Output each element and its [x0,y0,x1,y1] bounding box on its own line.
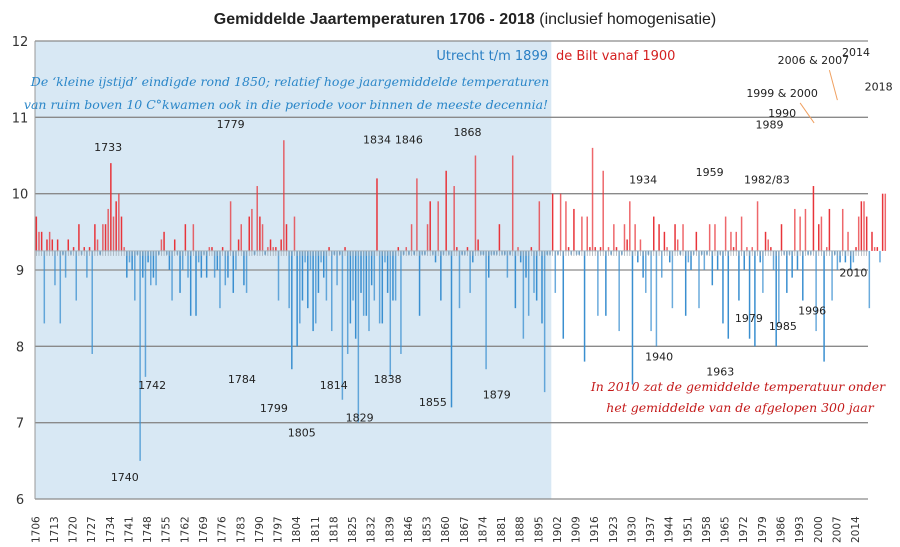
y-tick-label: 10 [12,188,29,203]
y-tick-label: 11 [12,111,29,126]
x-tick-label: 1832 [366,516,378,543]
y-tick-label: 6 [16,493,24,508]
x-tick-label: 1853 [422,516,434,543]
annotation-label: 2018 [865,80,893,93]
annotation-label: 1740 [111,471,139,484]
chart-title-text: Gemiddelde Jaartemperaturen 1706 - 2018 … [214,11,716,28]
x-tick-label: 1762 [179,516,191,543]
annotation-label: 1838 [374,373,402,386]
x-tick-label: 1979 [757,516,769,543]
annotation-label: 1982/83 [744,174,790,187]
annotation-label: 1934 [629,174,657,187]
chart-title-suffix: (inclusief homogenisatie) [539,11,716,28]
annotation-label: 1940 [645,350,673,363]
x-tick-label: 1937 [645,516,657,543]
annotation-label: 1879 [483,389,511,402]
x-tick-label: 1958 [701,516,713,543]
annotation-label: 1733 [94,141,122,154]
annotation-label: 1855 [419,396,447,409]
annotation-pointer-1999 [799,102,815,124]
x-tick-label: 1720 [68,516,80,543]
y-axis-tick-labels: 6 7 8 9 10 11 12 [12,35,29,508]
x-tick-label: 1811 [310,516,322,543]
x-tick-label: 1951 [682,516,694,543]
annotation-label: 1979 [735,312,763,325]
annotation-label: 2014 [842,46,870,59]
y-tick-label: 8 [16,340,24,355]
x-tick-label: 1909 [571,516,583,543]
baseline-tick-marks [35,250,868,256]
chart-title-main: Gemiddelde Jaartemperaturen 1706 - 2018 [214,11,535,28]
x-tick-label: 1818 [328,516,340,543]
x-tick-label: 1825 [347,516,359,543]
annotation-pointer-2007 [828,69,838,101]
annotation-label: 1805 [288,427,316,440]
source-utrecht-label: Utrecht t/m 1899 [436,49,548,64]
annotation-label: 1846 [395,134,423,147]
note-2010-line1: In 2010 zat de gemiddelde temperatuur on… [590,379,886,394]
x-tick-label: 1965 [720,516,732,543]
x-tick-label: 1776 [217,516,229,543]
annotation-label: 2010 [839,266,867,279]
y-tick-label: 7 [16,417,24,432]
annotation-label: 1990 [768,107,796,120]
x-tick-label: 1769 [198,516,210,543]
x-tick-label: 2000 [813,516,825,543]
annotation-label: 1799 [260,402,288,415]
x-tick-label: 1874 [477,516,489,543]
x-tick-label: 1706 [30,516,42,543]
x-tick-label: 1902 [552,516,564,543]
x-tick-label: 2007 [831,516,843,543]
x-tick-label: 1930 [626,516,638,543]
x-tick-label: 1713 [49,516,61,543]
x-tick-label: 1972 [738,516,750,543]
annotation-label: 1996 [798,305,826,318]
annotation-label: 1829 [346,411,374,424]
annotation-label: 2006 & 2007 [778,54,850,67]
annotation-label: 1868 [453,126,481,139]
x-tick-label: 1881 [496,516,508,543]
x-tick-label: 1755 [161,516,173,543]
y-tick-label: 9 [16,264,24,279]
annotation-label: 1814 [320,379,348,392]
x-tick-label: 1888 [515,516,527,543]
x-tick-label: 1993 [794,516,806,543]
annotation-label: 1834 [363,134,391,147]
x-tick-label: 1727 [86,516,98,543]
annotation-label: 1959 [696,166,724,179]
x-tick-label: 1797 [273,516,285,543]
x-tick-label: 1783 [235,516,247,543]
annotation-label: 1999 & 2000 [746,87,818,100]
x-tick-label: 1846 [403,516,415,543]
y-tick-label: 12 [12,35,29,50]
x-tick-label: 1860 [440,516,452,543]
annotation-label: 1963 [706,366,734,379]
note-2010-line2: het gemiddelde van de afgelopen 300 jaar [606,400,874,415]
x-tick-label: 1895 [533,516,545,543]
x-tick-label: 2014 [850,516,862,543]
chart-title: Gemiddelde Jaartemperaturen 1706 - 2018 … [214,11,716,28]
annotation-label: 1989 [755,119,783,132]
x-tick-label: 1923 [608,516,620,543]
x-tick-label: 1790 [254,516,266,543]
annotation-label: 1742 [138,379,166,392]
x-tick-label: 1804 [291,516,303,543]
annotation-label: 1985 [769,320,797,333]
x-tick-label: 1944 [664,516,676,543]
x-axis-tick-labels: 1706 1713 1720 1727 1734 1741 1748 1755 1762 1769… [30,516,862,543]
note-little-ice-age-line1: De ‘kleine ijstijd’ eindigde rond 1850; … [30,74,549,89]
source-debilt-label: de Bilt vanaf 1900 [556,49,675,64]
x-tick-label: 1916 [589,516,601,543]
x-tick-label: 1734 [105,516,117,543]
x-tick-label: 1741 [123,516,135,543]
x-tick-label: 1867 [459,516,471,543]
annotation-label: 1779 [217,118,245,131]
annotation-label: 1784 [228,373,256,386]
x-tick-label: 1986 [776,516,788,543]
x-tick-label: 1839 [384,516,396,543]
x-tick-label: 1748 [142,516,154,543]
note-little-ice-age-line2: van ruim boven 10 C°kwamen ook in die pe… [24,97,548,112]
